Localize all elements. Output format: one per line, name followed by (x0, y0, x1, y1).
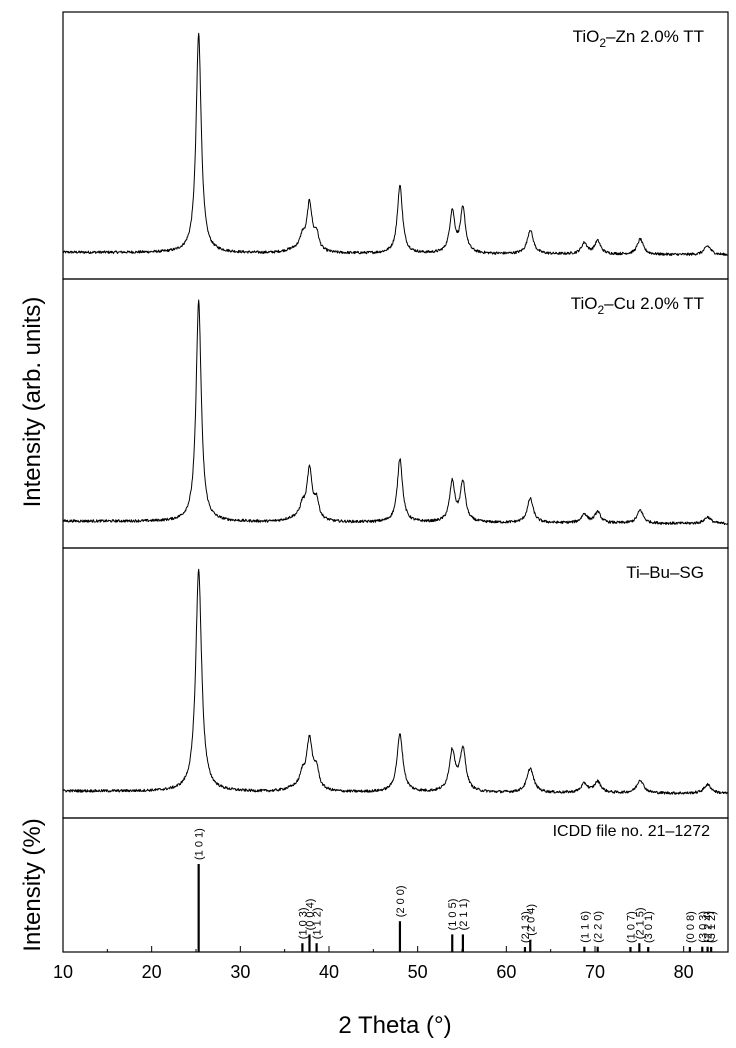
panel-label: Ti–Bu–SG (626, 563, 704, 582)
panel-frame (62, 547, 729, 819)
pattern-panel-2: TiO2–Cu 2.0% TT (62, 278, 729, 549)
hkl-label: (2 0 0) (395, 885, 407, 917)
panel-frame (62, 11, 729, 280)
x-axis: 10 20 30 40 50 60 70 80 2 Theta (°) (53, 946, 694, 1039)
pattern-panel-3: Ti–Bu–SG (62, 547, 729, 819)
x-tick-label: 80 (674, 962, 694, 982)
hkl-label: (3 0 1) (643, 911, 655, 943)
hkl-label: (1 1 2) (312, 907, 324, 939)
y-axis-title-reference: Intensity (%) (19, 818, 46, 951)
hkl-label: (1 0 3) (297, 907, 309, 939)
panel-label: TiO2–Cu 2.0% TT (571, 294, 704, 317)
hkl-label: (0 0 8) (685, 911, 697, 943)
hkl-label: (0 0 4) (305, 899, 317, 931)
hkl-label: (2 1 3) (520, 911, 532, 943)
xrd-pattern-line (62, 568, 729, 795)
panel-frame (62, 278, 729, 549)
xrd-pattern-line (62, 299, 729, 526)
x-tick-label: 60 (496, 962, 516, 982)
x-tick-label: 70 (585, 962, 605, 982)
hkl-label: (2 1 5) (634, 907, 646, 939)
x-axis-title: 2 Theta (°) (338, 1012, 451, 1039)
hkl-label: (2 2 4) (703, 911, 715, 943)
hkl-label: (1 0 5) (447, 899, 459, 931)
reference-label: ICDD file no. 21–1272 (553, 823, 711, 840)
x-tick-label: 20 (142, 962, 162, 982)
x-tick-label: 40 (319, 962, 339, 982)
hkl-label: (2 0 4) (525, 904, 537, 936)
hkl-label: (1 0 1) (194, 828, 206, 860)
hkl-label: (2 2 0) (593, 911, 605, 943)
reference-panel: (1 0 1) (1 0 3)(0 0 4)(1 1 2) (2 0 0) (1 0 … (62, 817, 729, 953)
hkl-label: (3 1 2) (706, 911, 718, 943)
hkl-label: (3 0 3) (697, 911, 709, 943)
xrd-pattern-line (62, 32, 729, 257)
pattern-panel-1: TiO2–Zn 2.0% TT (62, 11, 729, 280)
panel-frame (62, 817, 729, 953)
hkl-label: (1 0 7) (626, 911, 638, 943)
hkl-label: (1 1 6) (579, 911, 591, 943)
x-tick-label: 10 (53, 962, 73, 982)
y-axis-title: Intensity (arb. units) (19, 297, 46, 508)
hkl-label: (2 1 1) (458, 899, 470, 931)
x-tick-label: 50 (408, 962, 428, 982)
panel-label: TiO2–Zn 2.0% TT (573, 27, 704, 50)
x-tick-label: 30 (230, 962, 250, 982)
